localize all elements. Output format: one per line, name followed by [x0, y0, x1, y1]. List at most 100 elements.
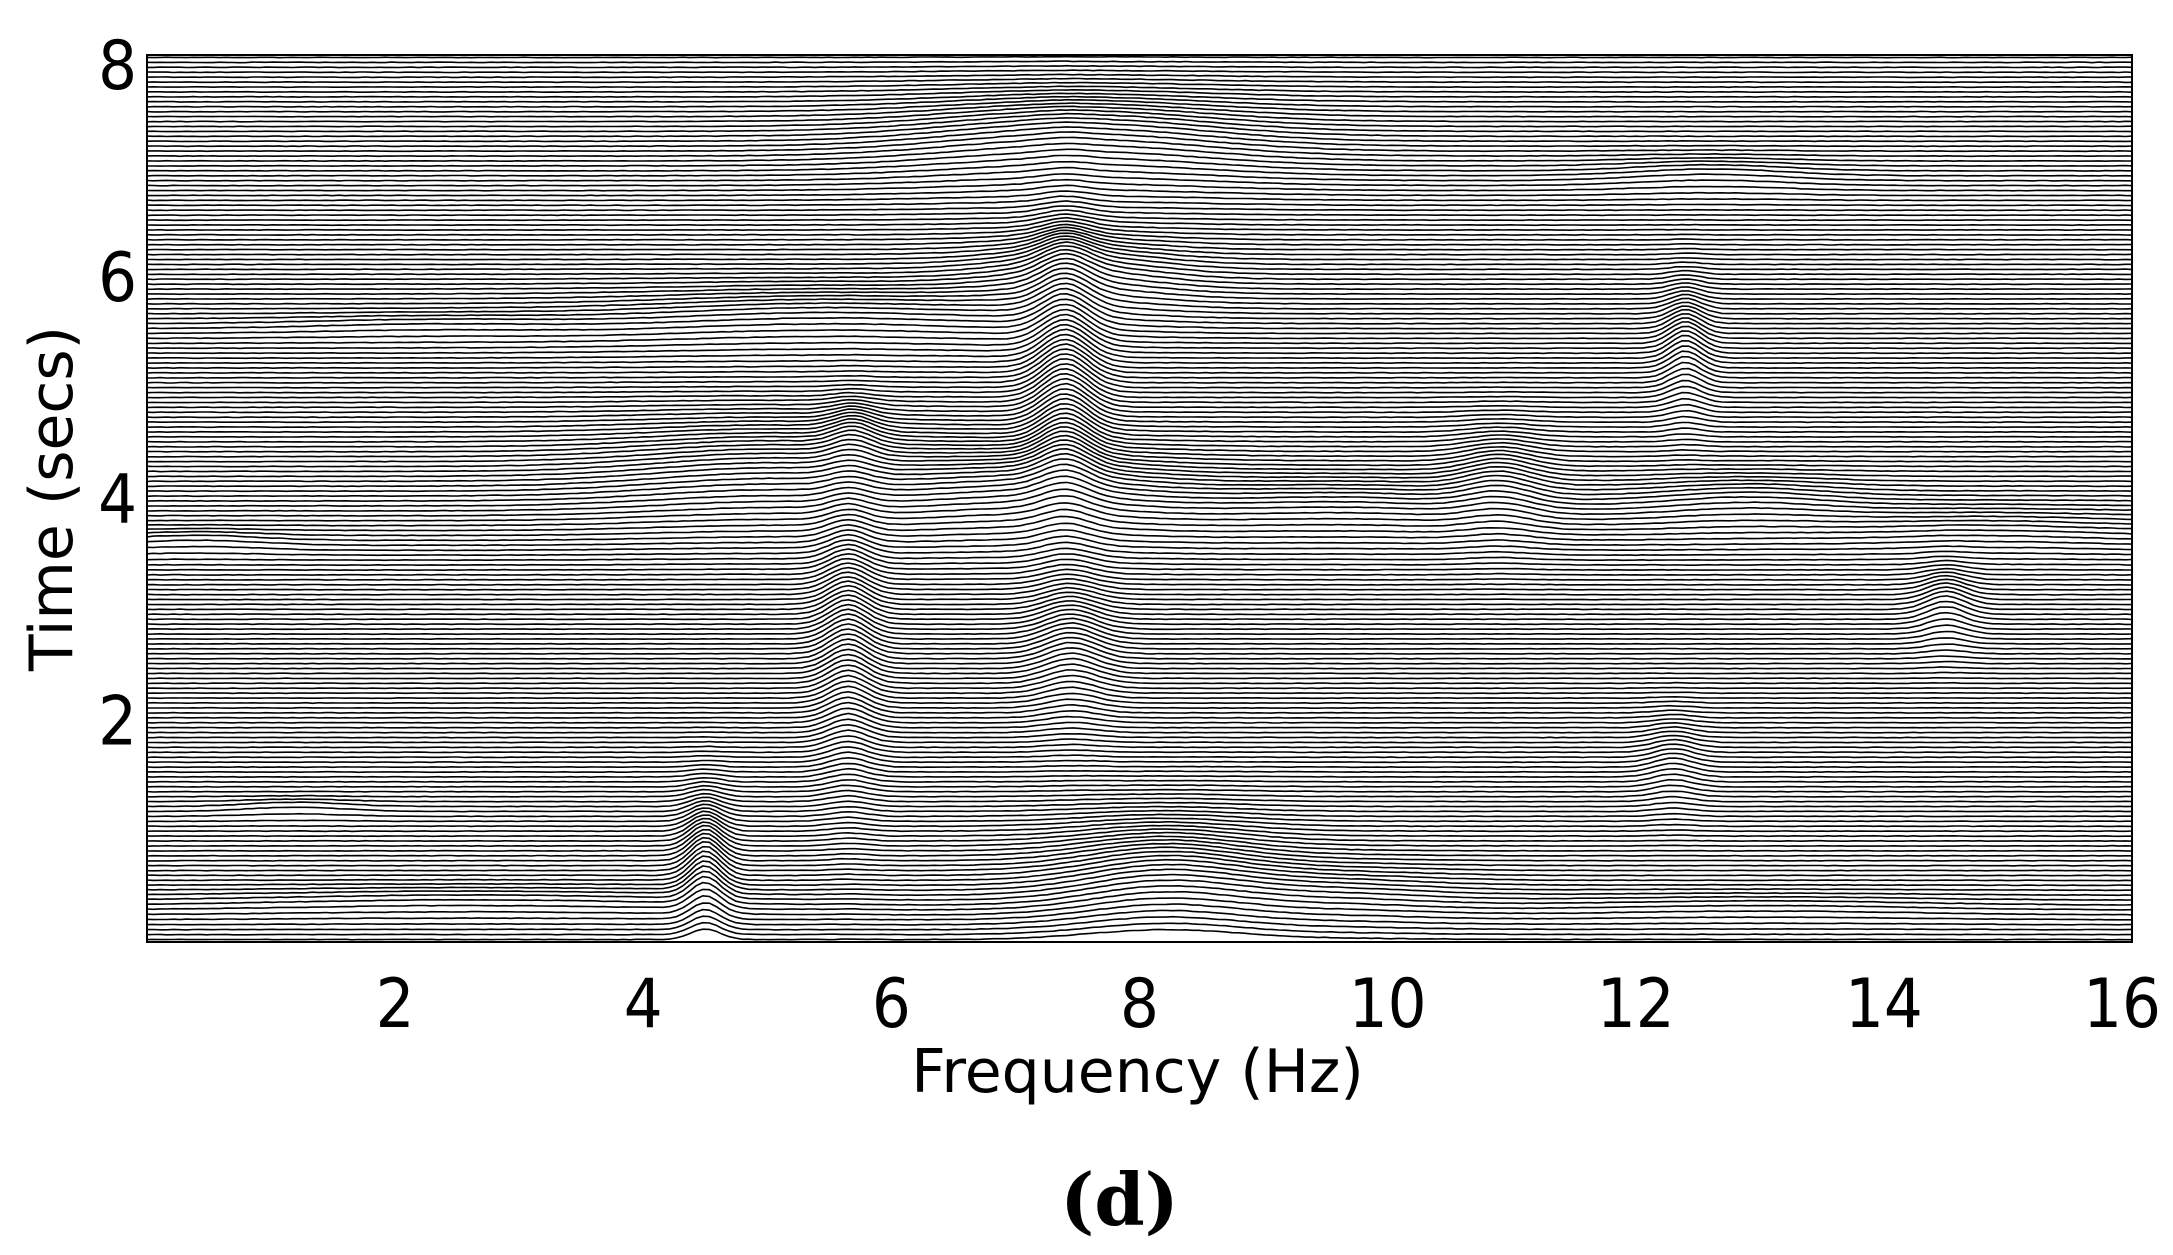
trace-line	[146, 908, 2133, 926]
trace-line	[146, 840, 2133, 867]
trace-line	[147, 452, 2133, 488]
trace-line	[146, 814, 2133, 833]
trace-line	[146, 439, 2132, 473]
trace-line	[146, 664, 2133, 685]
trace-line	[146, 481, 2133, 512]
trace-line	[146, 894, 2133, 916]
x-axis-ticks: 2 4 6 8 10 12 14 16	[376, 965, 2161, 1044]
trace-line	[147, 262, 2133, 296]
trace-line	[147, 85, 2133, 94]
trace-line	[146, 902, 2132, 921]
trace-fill	[147, 922, 2132, 935]
trace-line	[146, 928, 2132, 941]
trace-line	[146, 875, 2133, 901]
trace-line	[147, 303, 2133, 335]
trace-fill	[147, 539, 2132, 556]
trace-line	[146, 55, 2133, 59]
trace-line	[147, 393, 2133, 424]
trace-line	[146, 105, 2133, 123]
x-tick-label: 12	[1597, 965, 1675, 1044]
trace-fill	[147, 233, 2132, 255]
trace-line	[146, 548, 2133, 567]
trace-fill	[147, 206, 2132, 216]
trace-line	[146, 533, 2133, 552]
trace-line	[146, 447, 2133, 483]
trace-line	[147, 850, 2133, 877]
y-axis-title: Time (secs)	[17, 326, 87, 672]
trace-line	[146, 232, 2133, 256]
trace-line	[146, 865, 2133, 892]
trace-line	[146, 778, 2133, 788]
trace-line	[146, 674, 2133, 695]
trace-line	[146, 154, 2132, 172]
trace-fill	[147, 444, 2132, 477]
trace-line	[146, 160, 2133, 177]
panel-label: (d)	[1060, 1157, 1178, 1242]
trace-line	[146, 845, 2133, 872]
trace-line	[146, 915, 2133, 931]
trace-line	[146, 353, 2132, 384]
trace-fill	[147, 691, 2132, 708]
trace-line	[146, 735, 2133, 749]
trace-line	[146, 751, 2133, 764]
trace-fill	[147, 544, 2132, 561]
trace-line	[146, 287, 2133, 320]
trace-line	[147, 836, 2133, 862]
trace-line	[146, 417, 2133, 448]
trace-line	[146, 92, 2133, 103]
trace-line	[146, 807, 2132, 823]
y-tick-label: 8	[98, 27, 137, 106]
trace-line	[146, 220, 2133, 236]
trace-line	[147, 860, 2133, 887]
trace-line	[146, 669, 2132, 690]
trace-line	[147, 426, 2132, 458]
trace-fill	[147, 268, 2132, 299]
trace-line	[147, 245, 2132, 276]
trace-line	[146, 136, 2133, 158]
trace-fill	[147, 143, 2132, 161]
trace-line	[146, 784, 2133, 793]
trace-fill	[147, 702, 2132, 718]
trace-line	[146, 756, 2133, 769]
trace-line	[146, 767, 2133, 779]
trace-line	[146, 252, 2133, 286]
trace-fill	[147, 227, 2132, 245]
trace-line	[146, 608, 2133, 631]
trace-line	[146, 529, 2133, 547]
trace-line	[147, 348, 2133, 379]
trace-line	[147, 73, 2133, 79]
trace-line	[146, 701, 2133, 719]
trace-line	[146, 623, 2132, 645]
trace-line	[146, 308, 2133, 340]
trace-line	[146, 638, 2133, 660]
trace-line	[146, 824, 2133, 848]
trace-line	[146, 870, 2133, 897]
trace-fill	[147, 509, 2132, 531]
trace-line	[146, 580, 2132, 601]
trace-line	[146, 562, 2132, 581]
trace-line	[146, 888, 2133, 911]
trace-fill	[147, 253, 2132, 285]
trace-line	[147, 184, 2133, 197]
trace-fill	[147, 619, 2132, 639]
trace-line	[146, 257, 2133, 291]
trace-line	[146, 209, 2133, 222]
trace-line	[146, 463, 2132, 498]
trace-line	[146, 828, 2133, 852]
trace-line	[146, 810, 2133, 828]
trace-fill	[147, 523, 2132, 541]
x-tick-label: 10	[1349, 965, 1427, 1044]
trace-fill	[147, 800, 2132, 812]
trace-line	[146, 584, 2132, 606]
trace-fill	[147, 82, 2132, 87]
trace-fill	[147, 74, 2132, 78]
trace-fill	[147, 495, 2132, 521]
trace-line	[146, 95, 2133, 108]
trace-line	[146, 166, 2132, 182]
trace-line	[146, 589, 2133, 611]
trace-line	[146, 740, 2132, 754]
trace-line	[146, 318, 2133, 350]
trace-line	[146, 126, 2133, 148]
trace-line	[146, 515, 2133, 537]
trace-line	[146, 421, 2133, 453]
